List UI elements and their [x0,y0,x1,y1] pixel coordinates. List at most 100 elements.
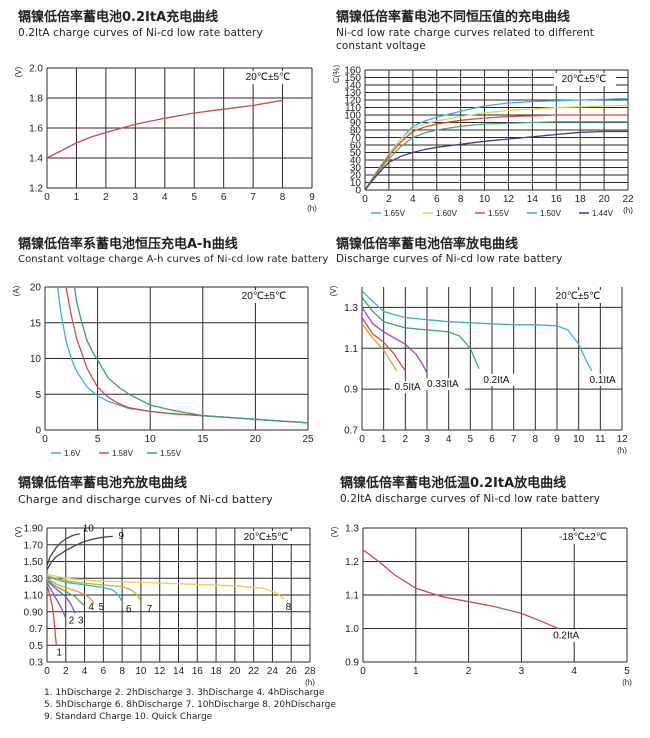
chart1-xtick-label: 3 [133,192,139,203]
chart5-series-line [46,582,67,619]
chart3-xtick-label: 5 [95,434,101,445]
chart4-ytick-label: 0.9 [344,385,358,396]
chart5-curve-number: 2 [69,615,75,626]
chart6-ytick-label: 1.3 [345,524,359,535]
chart5-curve-number: 6 [126,604,132,615]
chart1-xtick-label: 5 [191,192,197,203]
chart2-ytick-label: 70 [350,133,362,144]
chart4-xtick-label: 7 [511,434,517,445]
chart1-xtick-label: 1 [74,192,80,203]
chart5-series-line [46,575,123,603]
chart5-ytick-label: 0.90 [24,607,44,618]
chart2-xtick-label: 10 [479,194,491,205]
chart4-xtick-label: 3 [424,434,430,445]
chart5-xtick-label: 28 [304,666,316,677]
chart6-ytick-label: 0.9 [345,658,359,669]
chart5-ytick-label: 1.10 [24,591,44,602]
chart2-legend-label: 1.44V [592,209,614,218]
chart4-curve-label: 0.33ItA [427,379,459,390]
chart4-xtick-label: 4 [446,434,452,445]
chart5-curve-number: 5 [99,602,105,613]
chart1-ytick-label: 1.4 [29,154,43,165]
chart5-note-3: 9. Standard Charge 10. Quick Charge [44,712,213,722]
chart5-series-line [46,580,76,614]
chart6-ylabel: (V) [330,526,339,537]
chart3-ytick-label: 15 [30,318,42,329]
chart1-xtick-label: 9 [309,192,315,203]
chart3-xtick-label: 0 [42,434,48,445]
chart5-xlabel: (h) [305,678,315,687]
chart4-xtick-label: 2 [403,434,409,445]
chart4-ytick-label: 0.7 [344,426,358,437]
chart2-legend-label: 1.65V [384,209,406,218]
chart2-xtick-label: 20 [599,194,611,205]
chart3-title: Constant voltage charge A-h curves of Ni… [18,254,329,265]
chart5-xtick-label: 20 [229,666,241,677]
chart6-xlabel: (h) [622,678,632,687]
chart2-ytick-label: 50 [350,148,362,159]
chart6-xtick-label: 5 [624,666,630,677]
chart2-xlabel: (h) [623,206,633,215]
chart3-series-line [65,286,309,424]
chart3-ytick-label: 5 [35,390,41,401]
chart6-ytick-label: 1.2 [345,557,359,568]
chart5-note-1: 1. 1hDischarge 2. 2hDischarge 3. 3hDisch… [44,688,325,698]
chart5-series-line [46,535,113,571]
chart5-xtick-label: 4 [82,666,88,677]
chart4-curve-label-bg [479,374,516,387]
chart5-condition: 20℃±5℃ [244,532,289,543]
chart5-xtick-label: 14 [173,666,185,677]
chart4-ytick-label: 1.3 [344,303,358,314]
chart5-xtick-label: 26 [286,666,298,677]
chart6-xtick-label: 2 [466,666,472,677]
chart4-series-line [361,290,593,372]
chart5-xtick-label: 0 [44,666,50,677]
chart6-series-line [362,549,559,630]
chart4-curve-label: 0.1ItA [590,375,616,386]
chart3-legend-label: 1.6V [64,449,81,458]
chart5-xtick-label: 18 [211,666,223,677]
chart5-curve-number: 10 [83,523,95,534]
chart2-ytick-label: 120 [344,96,361,107]
chart6-condition: -18℃±2℃ [559,532,607,543]
chart5-ytick-label: 0.5 [29,641,43,652]
chart5-title-cn: 镉镍低倍率蓄电池充放电曲线 [18,476,188,491]
chart2-condition-bg [554,73,616,86]
chart3-ytick-label: 20 [30,283,42,294]
chart5-ylabel: (V) [14,526,23,537]
chart1-title: 0.2ItA charge curves of Ni-cd low rate b… [18,27,263,39]
chart5-xtick-label: 6 [101,666,107,677]
chart2-ytick-label: 0 [355,186,361,197]
chart6-xtick-label: 0 [360,666,366,677]
chart5-condition-bg [236,531,298,544]
chart2-condition: 20℃±5℃ [562,74,607,85]
chart2-xtick-label: 6 [434,194,440,205]
chart1-xlabel: (h) [307,204,317,213]
chart2-ytick-label: 160 [344,66,361,77]
chart1-series-line [46,99,283,159]
chart5-ytick-label: 0.3 [29,658,43,669]
chart2-xtick-label: 12 [503,194,515,205]
chart2-xtick-label: 22 [622,194,634,205]
chart4-xtick-label: 11 [595,434,606,445]
chart3-series-line [73,286,309,424]
chart4-series-line [361,317,406,372]
chart3-legend-label: 1.58V [112,449,134,458]
chart1-xtick-label: 8 [280,192,286,203]
chart2-xtick-label: 16 [551,194,563,205]
chart4-xtick-label: 10 [573,434,585,445]
chart2-ytick-label: 140 [344,81,361,92]
chart2-series-line [364,130,628,191]
chart6-ytick-label: 1.0 [345,624,359,635]
chart3-title-cn: 镉镍低倍率系蓄电池恒压充电A-h曲线 [18,237,238,252]
chart1-ytick-label: 1.2 [29,184,43,195]
chart1-ytick-label: 2.0 [29,64,43,75]
chart1-xtick-label: 6 [221,192,227,203]
chart5-xtick-label: 12 [154,666,166,677]
chart6-title: 0.2ItA discharge curves of Ni-cd low rat… [340,493,601,505]
chart5-note-2: 5. 5hDischarge 6. 8hDischarge 7. 10hDisc… [44,700,336,710]
chart5-title: Charge and discharge curves of Ni-cd bat… [18,493,273,506]
chart4-curve-label-bg [423,378,465,391]
chart4-xtick-label: 0 [359,434,365,445]
